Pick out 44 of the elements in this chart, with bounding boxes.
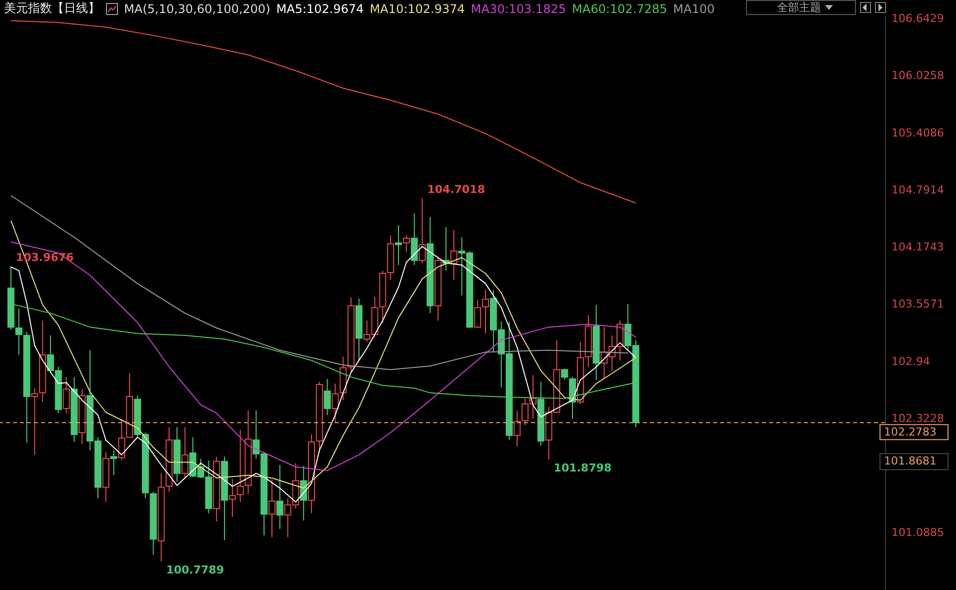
text: MA60:102.7285	[572, 2, 668, 16]
line-series	[10, 195, 628, 370]
candlestick	[268, 479, 276, 538]
ref-line-label: 102.2783	[884, 426, 936, 439]
text: MA5:102.9674	[276, 2, 364, 16]
candlestick	[410, 212, 418, 266]
y-tick-label: 106.0258	[892, 69, 944, 82]
candlestick	[402, 234, 410, 253]
text: MA10:102.9374	[370, 2, 465, 16]
candlestick	[395, 224, 402, 266]
candlestick	[474, 300, 482, 328]
candlestick	[118, 418, 126, 461]
candlestick	[482, 290, 490, 334]
candlestick	[110, 450, 118, 476]
line-series	[10, 20, 636, 204]
text: 101.8681	[884, 454, 936, 468]
line-series	[10, 303, 636, 399]
candlestick	[561, 368, 568, 380]
annotation: 104.7018	[427, 183, 485, 196]
chart-title: 美元指数【日线】	[4, 0, 100, 17]
y-tick-label: 101.0885	[892, 526, 944, 540]
candlestick	[181, 426, 188, 480]
y-tick-label: 102.94	[892, 354, 930, 368]
candlestick	[15, 308, 22, 356]
candlestick	[236, 429, 244, 503]
y-tick-label: 103.5571	[892, 298, 944, 311]
candlestick	[62, 376, 70, 414]
y-tick-label: 105.4086	[892, 126, 944, 140]
candlestick	[276, 464, 284, 530]
text: MA100	[673, 2, 715, 16]
y-tick-label: 104.1743	[892, 240, 944, 254]
candlestick	[450, 229, 458, 280]
candlestick	[514, 410, 521, 447]
chart-subtitle: MA(5,10,30,60,100,200)	[124, 2, 270, 16]
text: MA30:103.1825	[470, 2, 566, 16]
candlestick	[228, 478, 236, 518]
annotation: 101.8798	[554, 461, 612, 474]
candlestick	[418, 198, 426, 264]
y-tick-label: 104.7914	[892, 183, 944, 196]
y-tick-label: 102.3228	[892, 412, 944, 425]
text: 全部主题	[777, 1, 821, 14]
candlestick	[324, 378, 331, 416]
y-tick-label: 106.6429	[892, 12, 944, 26]
annotation: 100.7789	[166, 563, 224, 576]
